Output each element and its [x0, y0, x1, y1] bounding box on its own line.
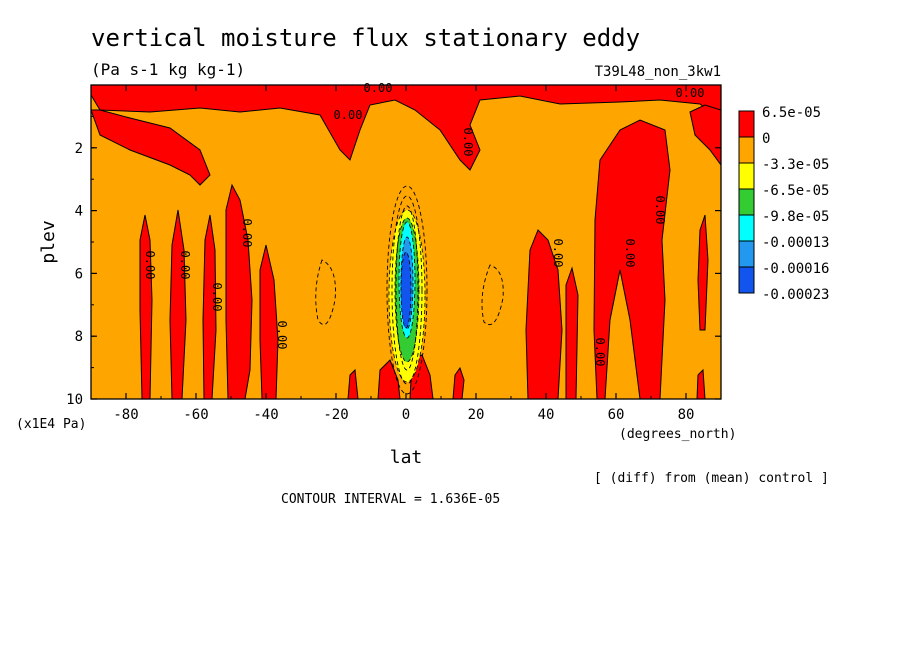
column-region — [169, 209, 187, 399]
y-tick-label: 4 — [75, 204, 83, 220]
column-region — [697, 214, 709, 331]
x-unit: (degrees_north) — [619, 427, 736, 442]
y-unit: (x1E4 Pa) — [16, 417, 86, 432]
y-tick-label: 6 — [75, 266, 83, 282]
contour-label: 0.00 — [461, 128, 475, 157]
legend-swatch — [738, 162, 755, 190]
legend-level-label: 6.5e-05 — [762, 105, 821, 121]
contour-interval: CONTOUR INTERVAL = 1.636E-05 — [281, 492, 500, 507]
chart-units: (Pa s-1 kg kg-1) — [91, 60, 245, 79]
legend-level-label: -3.3e-05 — [762, 157, 829, 173]
contour-label: 0.00 — [334, 108, 363, 122]
y-axis-label: plev — [38, 220, 59, 263]
contour-label: 0.00 — [364, 81, 393, 95]
dashed-contour — [315, 259, 336, 325]
legend-level-label: -0.00023 — [762, 287, 829, 303]
legend-swatch — [738, 110, 755, 138]
column-region — [202, 214, 217, 399]
right-edge-region — [689, 104, 721, 166]
legend-swatch — [738, 266, 755, 294]
dashed-contour — [481, 264, 504, 326]
y-tick-label: 10 — [66, 392, 83, 408]
legend-swatch — [738, 136, 755, 164]
x-tick-label: 80 — [678, 407, 695, 423]
column-region — [452, 366, 465, 399]
x-tick-label: -40 — [253, 407, 278, 423]
legend-swatch — [738, 188, 755, 216]
column-region — [696, 368, 706, 399]
y-tick-label: 8 — [75, 329, 83, 345]
left-edge-region — [91, 109, 211, 186]
diff-note: [ (diff) from (mean) control ] — [594, 471, 829, 486]
y-axis: 2 4 6 8 10 — [66, 115, 721, 408]
contour-label: 0.00 — [143, 251, 157, 280]
column-region — [139, 214, 153, 399]
contour-label: 0.00 — [275, 321, 289, 350]
x-axis-label: lat — [390, 447, 423, 468]
contour-label: 0.00 — [676, 86, 705, 100]
x-tick-label: 60 — [608, 407, 625, 423]
top-band-region — [91, 85, 721, 171]
core-level-5 — [400, 251, 412, 329]
x-tick-label: -60 — [183, 407, 208, 423]
dashed-contour — [391, 195, 423, 385]
x-tick-label: -80 — [113, 407, 138, 423]
legend: 6.5e-05 0 -3.3e-05 -6.5e-05 -9.8e-05 -0.00013… — [738, 105, 829, 303]
legend-level-label: -6.5e-05 — [762, 183, 829, 199]
y-tick-label: 2 — [75, 141, 83, 157]
legend-swatch — [738, 240, 755, 268]
contour-label: 0.00 — [210, 283, 224, 312]
dashed-contours — [315, 185, 504, 395]
plot-area — [91, 85, 721, 399]
column-region — [565, 266, 579, 399]
column-region — [225, 183, 253, 399]
contour-label: 0.00 — [623, 239, 637, 268]
dashed-contour — [395, 205, 419, 371]
contour-label: 0.00 — [551, 239, 565, 268]
legend-level-label: 0 — [762, 131, 770, 147]
legend-level-label: -0.00013 — [762, 235, 829, 251]
legend-swatch — [738, 214, 755, 242]
positive-regions — [91, 85, 721, 399]
column-region — [377, 359, 401, 399]
x-tick-label: 20 — [468, 407, 485, 423]
run-label: T39L48_non_3kw1 — [595, 64, 721, 80]
column-region — [525, 229, 563, 399]
contour-label: 0.00 — [593, 338, 607, 367]
x-axis: -80 -60 -40 -20 0 20 40 60 80 — [90, 85, 722, 423]
legend-level-label: -0.00016 — [762, 261, 829, 277]
column-region — [259, 244, 279, 399]
contour-label: 0.00 — [240, 219, 254, 248]
x-tick-label: -20 — [323, 407, 348, 423]
contour-label: 0.00 — [653, 196, 667, 225]
column-region — [593, 119, 671, 399]
legend-level-label: -9.8e-05 — [762, 209, 829, 225]
chart-title: vertical moisture flux stationary eddy — [91, 24, 640, 52]
column-region — [347, 368, 359, 399]
dashed-contour — [386, 185, 428, 395]
contour-label: 0.00 — [178, 251, 192, 280]
x-tick-label: 40 — [538, 407, 555, 423]
x-tick-label: 0 — [402, 407, 410, 423]
